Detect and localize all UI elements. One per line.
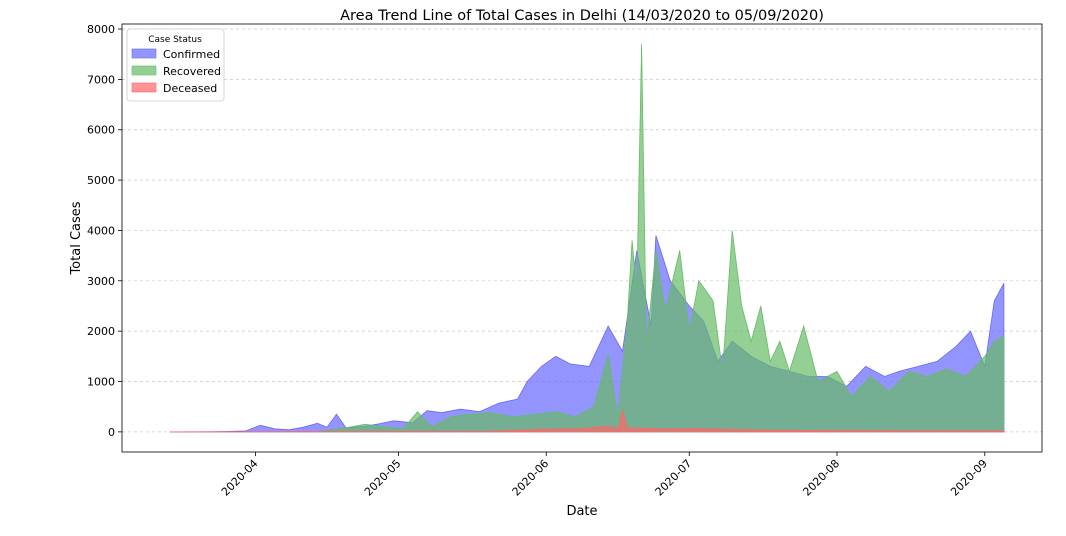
legend: Case Status Confirmed Recovered Deceased (126, 28, 225, 102)
legend-swatch-confirmed (131, 48, 157, 59)
x-axis-title: Date (566, 504, 597, 519)
x-tick-label-2020-04: 2020-04 (219, 457, 261, 499)
chart-title: Area Trend Line of Total Cases in Delhi … (340, 8, 824, 24)
y-tick-label-5000: 5000 (87, 174, 115, 187)
legend-label-confirmed: Confirmed (163, 48, 220, 61)
legend-title: Case Status (148, 35, 202, 45)
x-tick-label-2020-09: 2020-09 (948, 457, 990, 499)
x-tick-label-2020-05: 2020-05 (362, 457, 404, 499)
area-deceased (169, 408, 1005, 433)
y-tick-label-4000: 4000 (87, 224, 115, 237)
legend-swatch-deceased (131, 82, 157, 93)
y-tick-label-2000: 2000 (87, 325, 115, 338)
y-tick-label-6000: 6000 (87, 124, 115, 137)
x-tick-label-2020-06: 2020-06 (510, 457, 552, 499)
y-tick-label-7000: 7000 (87, 73, 115, 86)
x-tick-label-2020-07: 2020-07 (653, 457, 695, 499)
x-tick-label-2020-08: 2020-08 (800, 457, 842, 499)
area-recovered (169, 44, 1005, 433)
legend-swatch-recovered (131, 65, 157, 76)
legend-label-deceased: Deceased (163, 82, 217, 95)
y-tick-label-0: 0 (108, 426, 115, 439)
plot-frame (121, 23, 1043, 453)
x-axis-ticks: 2020-04 2020-05 2020-06 2020-07 2020-08 2020-… (219, 452, 990, 499)
y-tick-label-3000: 3000 (87, 275, 115, 288)
y-axis-title: Total Cases (69, 201, 84, 275)
y-tick-label-1000: 1000 (87, 376, 115, 389)
area-series-group (169, 44, 1005, 433)
y-axis-ticks: 0 1000 2000 3000 4000 5000 6000 7000 8000 (87, 23, 122, 439)
y-tick-label-8000: 8000 (87, 23, 115, 36)
legend-label-recovered: Recovered (163, 65, 221, 78)
